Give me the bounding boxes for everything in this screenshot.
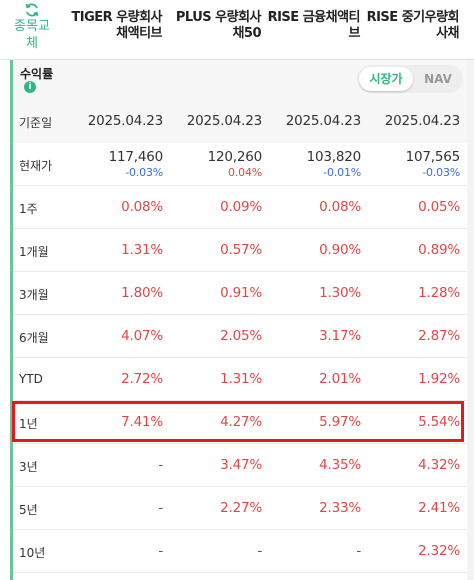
- row-label-3m: 3개월: [19, 288, 49, 302]
- return-value: 0.90%: [319, 242, 361, 258]
- price-change: 0.04%: [228, 166, 262, 179]
- return-value: 4.27%: [220, 414, 262, 430]
- current-price: 117,460: [108, 149, 164, 165]
- table-row: [13, 530, 467, 573]
- return-value: 0.05%: [418, 199, 460, 215]
- row-label-1w: 1주: [19, 202, 38, 216]
- market-price-option[interactable]: 시장가: [359, 67, 413, 91]
- row-label-1y: 1년: [19, 417, 38, 431]
- return-value: 0.91%: [220, 285, 262, 301]
- return-value: 0.57%: [220, 242, 262, 258]
- comparison-header: 종목교체 TIGER 우량회사 채액티브 PLUS 우량회사 채50 RISE …: [0, 0, 474, 60]
- column-header-2: PLUS 우량회사 채50: [175, 10, 262, 41]
- table-row: [13, 315, 467, 358]
- info-icon[interactable]: i: [24, 81, 36, 93]
- table-row: [13, 444, 467, 487]
- return-value: 5.97%: [319, 414, 361, 430]
- table-row: [13, 358, 467, 401]
- return-value: 2.05%: [220, 328, 262, 344]
- return-value: 0.08%: [121, 199, 163, 215]
- column-header-1: TIGER 우량회사 채액티브: [71, 10, 162, 41]
- scroll-gutter: [467, 60, 474, 580]
- table-row: [13, 186, 467, 229]
- return-value: 1.30%: [319, 285, 361, 301]
- base-date-value: 2025.04.23: [384, 113, 460, 129]
- return-value: 4.32%: [418, 457, 460, 473]
- current-price: 120,260: [207, 149, 263, 165]
- accent-bar: [10, 60, 13, 580]
- return-value: 4.35%: [319, 457, 361, 473]
- table-row: [13, 272, 467, 315]
- row-label-6m: 6개월: [19, 331, 49, 345]
- price-change: -0.03%: [125, 166, 163, 179]
- row-label-3y: 3년: [19, 460, 38, 474]
- nav-option[interactable]: NAV: [424, 72, 452, 86]
- return-value: 3.17%: [319, 328, 361, 344]
- base-date-value: 2025.04.23: [87, 113, 163, 129]
- return-value: 0.08%: [319, 199, 361, 215]
- return-value: -: [257, 543, 262, 559]
- row-label-10y: 10년: [19, 546, 46, 560]
- row-label-price: 현재가: [19, 159, 53, 173]
- return-value: 2.01%: [319, 371, 361, 387]
- column-header-4: RISE 중기우량회 사채: [366, 10, 460, 41]
- return-value: -: [158, 457, 163, 473]
- price-change: -0.01%: [323, 166, 361, 179]
- return-value: 5.54%: [418, 414, 460, 430]
- return-value: 1.31%: [121, 242, 163, 258]
- return-value: -: [356, 543, 361, 559]
- swap-stocks-button[interactable]: 종목교체: [10, 2, 54, 52]
- return-value: 1.80%: [121, 285, 163, 301]
- table-row: [13, 143, 467, 186]
- price-type-toggle[interactable]: 시장가 NAV: [357, 65, 463, 93]
- return-value: 2.32%: [418, 543, 460, 559]
- table-row: [13, 401, 467, 444]
- return-value: 2.27%: [220, 500, 262, 516]
- current-price: 107,565: [405, 149, 461, 165]
- return-value: 4.07%: [121, 328, 163, 344]
- column-header-3: RISE 금융채액티 브: [267, 10, 361, 41]
- price-change: -0.03%: [422, 166, 460, 179]
- swap-stocks-label: 종목교체: [14, 19, 50, 51]
- return-value: 3.47%: [220, 457, 262, 473]
- row-label-base-date: 기준일: [19, 116, 53, 130]
- table-row: [13, 487, 467, 530]
- row-label-1m: 1개월: [19, 245, 49, 259]
- table-row: [13, 100, 467, 143]
- section-title: 수익률: [20, 67, 54, 81]
- table-row: [13, 229, 467, 272]
- highlight-box-1y: [12, 401, 464, 442]
- return-value: -: [158, 500, 163, 516]
- return-value: -: [158, 543, 163, 559]
- row-label-5y: 5년: [19, 503, 38, 517]
- return-value: 2.72%: [121, 371, 163, 387]
- base-date-value: 2025.04.23: [186, 113, 262, 129]
- returns-table: [10, 60, 467, 580]
- return-value: 2.33%: [319, 500, 361, 516]
- current-price: 103,820: [306, 149, 362, 165]
- return-value: 2.41%: [418, 500, 460, 516]
- refresh-icon: [25, 3, 39, 17]
- return-value: 1.92%: [418, 371, 460, 387]
- return-value: 2.87%: [418, 328, 460, 344]
- row-label-ytd: YTD: [19, 372, 43, 386]
- base-date-value: 2025.04.23: [285, 113, 361, 129]
- return-value: 1.28%: [418, 285, 460, 301]
- return-value: 7.41%: [121, 414, 163, 430]
- return-value: 0.09%: [220, 199, 262, 215]
- return-value: 1.31%: [220, 371, 262, 387]
- return-value: 0.89%: [418, 242, 460, 258]
